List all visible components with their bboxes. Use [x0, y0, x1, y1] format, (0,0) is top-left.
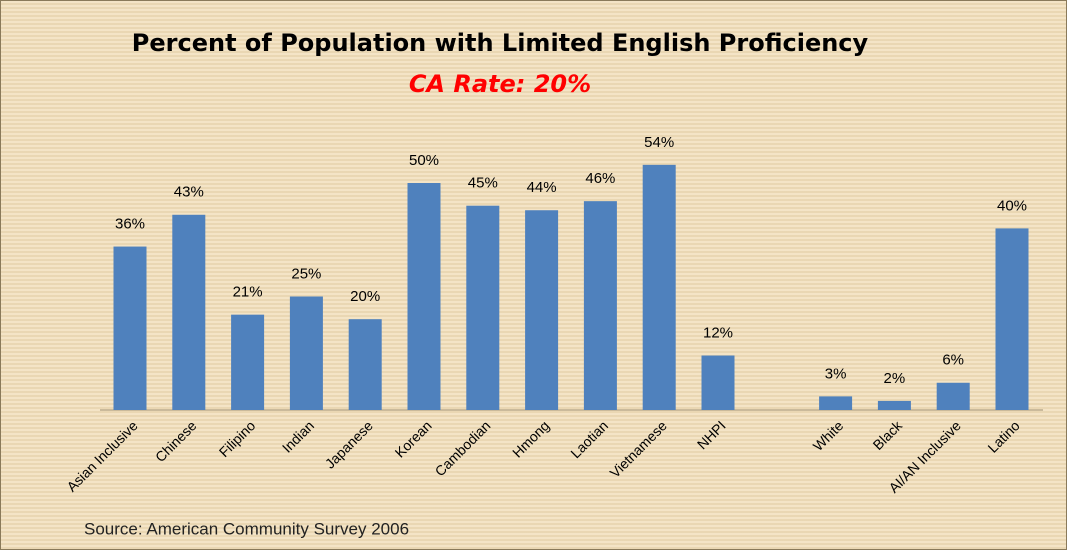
- value-label: 40%: [997, 197, 1027, 214]
- x-tick-label: Indian: [279, 417, 317, 455]
- chart-title: Percent of Population with Limited Engli…: [132, 29, 869, 57]
- value-label: 50%: [409, 152, 439, 169]
- x-tick-label: Latino: [984, 417, 1022, 455]
- x-tick-label: Japanese: [322, 417, 376, 471]
- value-label: 54%: [644, 134, 674, 151]
- bar: [289, 296, 323, 410]
- x-tick-label: Cambodian: [432, 417, 494, 479]
- value-label: 20%: [350, 288, 380, 305]
- value-label: 3%: [825, 365, 847, 382]
- value-label: 46%: [585, 170, 615, 187]
- value-label: 12%: [703, 324, 733, 341]
- bar: [348, 319, 382, 410]
- x-tick-label: Korean: [391, 417, 434, 460]
- x-tick-label: Black: [870, 417, 906, 453]
- x-tick-label: Chinese: [152, 417, 200, 465]
- bar: [819, 396, 853, 410]
- value-label: 45%: [468, 175, 498, 192]
- bar: [877, 400, 911, 410]
- bar: [701, 355, 735, 410]
- value-label: 36%: [115, 216, 145, 233]
- bar: [172, 214, 206, 410]
- x-tick-label: Hmong: [509, 417, 552, 460]
- x-tick-label: Asian Inclusive: [63, 417, 140, 494]
- bar: [231, 314, 265, 410]
- value-label: 44%: [527, 179, 557, 196]
- value-label: 6%: [942, 352, 964, 369]
- source-note: Source: American Community Survey 2006: [84, 519, 409, 538]
- x-tick-label: Filipino: [216, 417, 259, 460]
- value-label: 25%: [291, 265, 321, 282]
- x-tick-label: White: [810, 417, 847, 454]
- x-tick-label: NHPI: [694, 417, 729, 452]
- bar: [113, 246, 147, 410]
- bar: [407, 183, 441, 410]
- chart-subtitle: CA Rate: 20%: [409, 70, 591, 98]
- bar: [936, 382, 970, 410]
- bar: [525, 210, 559, 410]
- value-label: 21%: [233, 284, 263, 301]
- bar: [466, 205, 500, 410]
- bar: [995, 228, 1029, 410]
- bar: [583, 201, 617, 410]
- value-label: 43%: [174, 184, 204, 201]
- bar: [642, 164, 676, 410]
- x-tick-label: Laotian: [567, 417, 611, 461]
- x-tick-label: Vietnamese: [607, 417, 671, 481]
- value-label: 2%: [884, 370, 906, 387]
